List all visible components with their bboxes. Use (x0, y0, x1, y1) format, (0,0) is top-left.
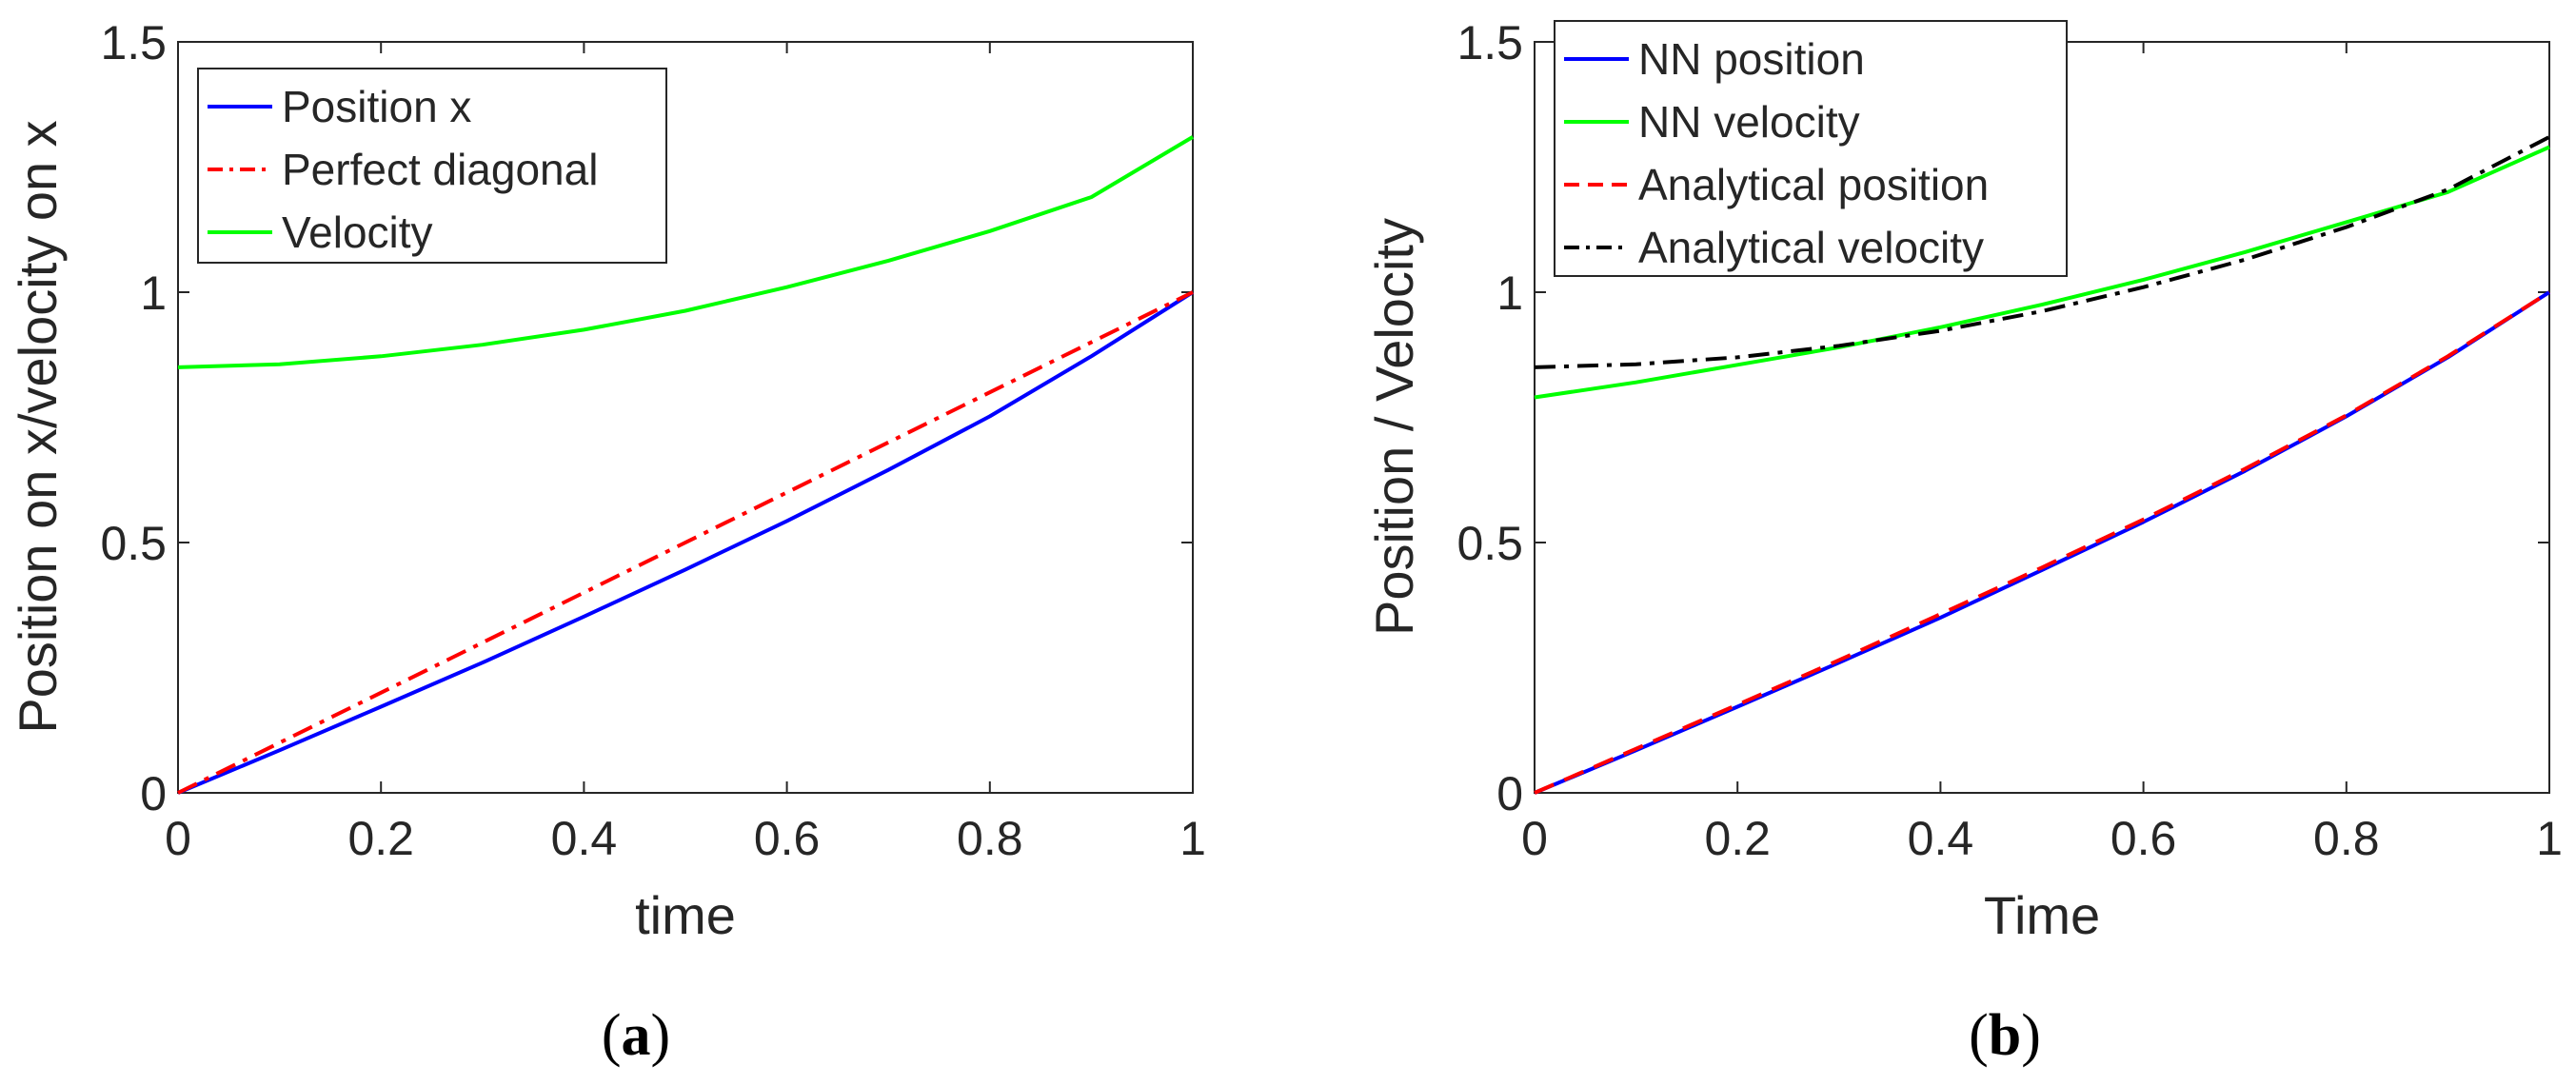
legend-box (197, 68, 667, 264)
series-line-perfect-diagonal (177, 290, 1194, 795)
y-tick-label: 1.5 (1456, 16, 1523, 69)
legend-entry-label: Perfect diagonal (282, 145, 598, 194)
series-line-nn-velocity (1534, 145, 2550, 400)
x-tick-label: 0.8 (2313, 812, 2380, 865)
x-axis-label: time (635, 885, 736, 945)
x-tick-label: 0.6 (754, 812, 821, 865)
legend: Position x Perfect diagonal Velocity (197, 68, 667, 264)
legend-entry-label: Position x (282, 82, 471, 131)
legend-entry-label: NN position (1638, 34, 1865, 84)
legend-entry-label: Analytical position (1638, 160, 1989, 209)
x-tick-label: 1 (1179, 812, 1206, 865)
y-tick-label: 0 (140, 767, 167, 820)
y-tick-label: 0.5 (1456, 517, 1523, 570)
x-tick-label: 0 (1521, 812, 1548, 865)
legend-box (1554, 20, 2068, 277)
chart-panel-b: 0 0.2 0.4 0.6 0.8 1 0 0.5 1 1.5 Time Position / Vel… (1364, 16, 2563, 1068)
y-tick-label: 1 (140, 267, 167, 320)
legend-entry-label: Velocity (282, 207, 433, 257)
y-tick-label: 1 (1496, 267, 1523, 320)
y-axis-label: Position on x/velocity on x (8, 120, 68, 733)
y-tick-label: 0.5 (100, 517, 167, 570)
series-line-nn-position (1534, 290, 2551, 795)
x-axis-label: Time (1984, 885, 2100, 945)
x-tick-label: 0.8 (957, 812, 1023, 865)
y-tick-label: 1.5 (100, 16, 167, 69)
panel-caption: (b) (1969, 1003, 2041, 1068)
x-tick-label: 0.2 (1704, 812, 1771, 865)
x-tick-label: 0.2 (347, 812, 414, 865)
legend: NN position NN velocity Analytical positio… (1554, 20, 2068, 277)
series-line-analytical-velocity (1534, 135, 2550, 369)
x-tick-label: 0 (165, 812, 191, 865)
x-tick-label: 0.6 (2110, 812, 2177, 865)
legend-entry-label: Analytical velocity (1638, 223, 1984, 272)
panel-caption: (a) (602, 1003, 670, 1068)
series-line-analytical-position (1534, 290, 2551, 795)
legend-entry-label: NN velocity (1638, 97, 1860, 147)
chart-panel-a: 0 0.2 0.4 0.6 0.8 1 0 0.5 1 1.5 time Position on x/… (8, 16, 1206, 1068)
y-tick-label: 0 (1496, 767, 1523, 820)
y-axis-label: Position / Velocity (1364, 218, 1424, 636)
x-tick-label: 0.4 (551, 812, 618, 865)
x-tick-label: 0.4 (1908, 812, 1974, 865)
x-tick-label: 1 (2536, 812, 2563, 865)
series-line-velocity (177, 135, 1195, 369)
series-line-position-x (177, 290, 1195, 795)
